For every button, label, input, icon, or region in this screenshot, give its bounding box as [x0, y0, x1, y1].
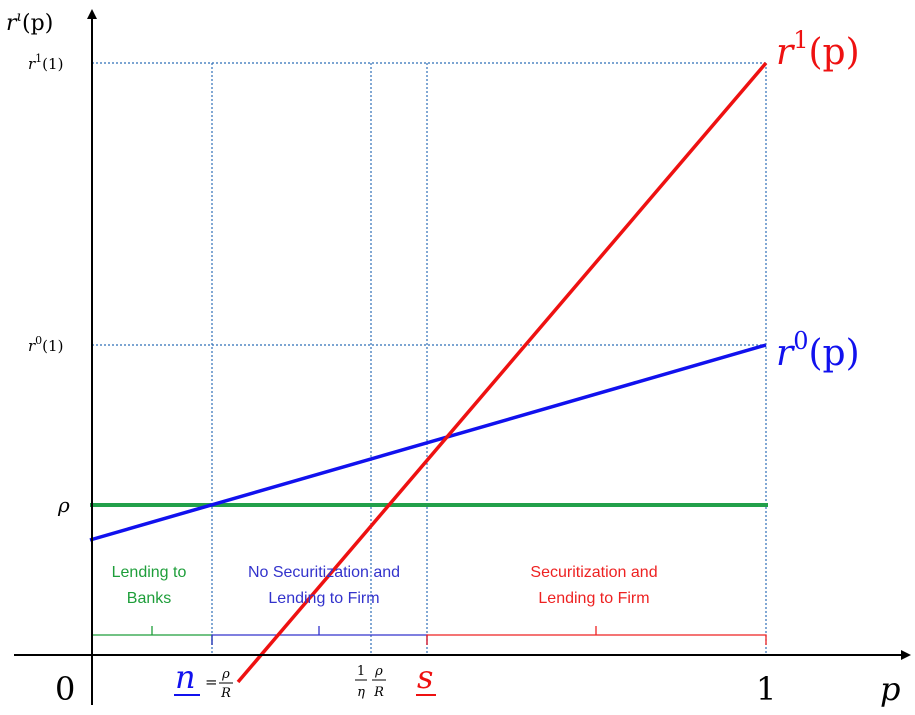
- svg-text:Banks: Banks: [127, 590, 171, 607]
- svg-text:Lending to Firm: Lending to Firm: [538, 590, 649, 607]
- tick-label-n: n = ρ R: [174, 658, 233, 701]
- brace-no-securitization: [211, 626, 428, 645]
- n-denominator: R: [220, 686, 231, 701]
- s-symbol: s: [417, 658, 433, 696]
- region-label-banks: Lending to Banks: [112, 564, 187, 607]
- r0-line: [89, 343, 767, 542]
- guide-lines: [92, 62, 767, 655]
- tick-label-eta-rho-over-r: 1 η ρ R: [355, 664, 386, 700]
- svg-text:Lending to: Lending to: [112, 564, 187, 581]
- curve-label-r1: r1(p): [776, 26, 860, 73]
- brace-banks: [91, 626, 213, 645]
- r1-line: [236, 61, 768, 684]
- origin-label: 0: [55, 670, 75, 708]
- tick-label-s: s: [416, 658, 436, 696]
- tick-label-rho: ρ: [57, 493, 70, 517]
- region-label-securitization: Securitization and Lending to Firm: [530, 564, 657, 607]
- svg-text:1: 1: [357, 664, 365, 679]
- n-numerator: ρ: [221, 667, 230, 682]
- svg-text:R: R: [373, 685, 384, 700]
- n-symbol: n: [175, 658, 196, 696]
- brace-securitization: [426, 626, 767, 645]
- tick-label-r0-one: r0(1): [28, 334, 63, 355]
- y-axis-label: rι(p): [6, 9, 53, 36]
- region-label-no-securitization: No Securitization and Lending to Firm: [248, 564, 400, 607]
- x-one-label: 1: [756, 670, 776, 708]
- tick-label-r1-one: r1(1): [28, 52, 63, 73]
- svg-text:ρ: ρ: [374, 664, 383, 679]
- curve-label-r0: r0(p): [776, 327, 860, 374]
- x-axis-label: p: [880, 670, 900, 708]
- svg-text:Securitization and: Securitization and: [530, 564, 657, 581]
- n-equals: =: [205, 673, 218, 691]
- svg-text:No Securitization and: No Securitization and: [248, 564, 400, 581]
- svg-text:η: η: [357, 685, 365, 700]
- svg-text:Lending to Firm: Lending to Firm: [268, 590, 379, 607]
